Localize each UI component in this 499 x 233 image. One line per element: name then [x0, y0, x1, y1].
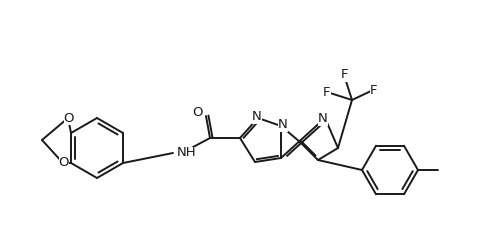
- Text: O: O: [59, 157, 69, 169]
- Text: O: O: [193, 106, 203, 119]
- Text: N: N: [252, 110, 262, 123]
- Text: NH: NH: [177, 147, 197, 160]
- Text: F: F: [341, 69, 349, 82]
- Text: F: F: [370, 85, 378, 97]
- Text: F: F: [323, 86, 331, 99]
- Text: O: O: [64, 112, 74, 124]
- Text: N: N: [278, 119, 288, 131]
- Text: N: N: [318, 113, 328, 126]
